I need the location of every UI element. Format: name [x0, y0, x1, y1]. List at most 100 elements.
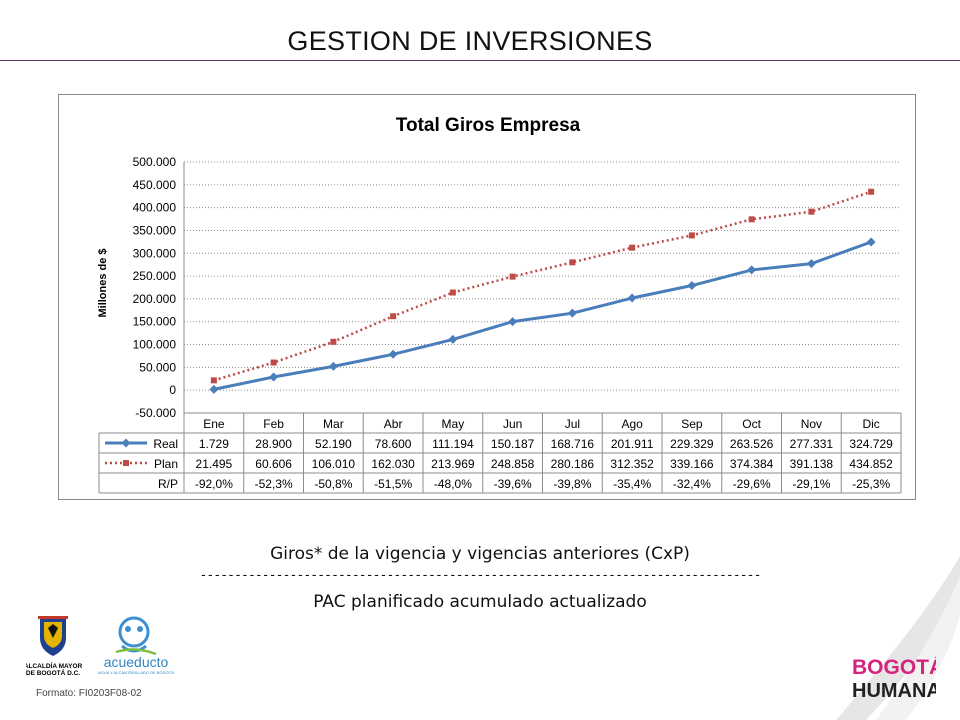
data-label-real: 324.729	[849, 437, 893, 451]
category-label: Jul	[565, 417, 580, 431]
y-tick-label: 0	[169, 383, 176, 397]
data-point-real	[567, 308, 577, 318]
category-label: Oct	[742, 417, 761, 431]
data-label-real: 1.729	[199, 437, 229, 451]
data-label-plan: 339.166	[670, 457, 714, 471]
alcaldia-text-line1: ALCALDÍA MAYOR	[26, 661, 82, 670]
data-label-plan: 60.606	[255, 457, 292, 471]
y-tick-label: 150.000	[133, 315, 177, 329]
format-code: Formato: FI0203F08-02	[36, 688, 142, 699]
ratio-value: -51,5%	[374, 477, 412, 491]
y-tick-label: 50.000	[139, 360, 176, 374]
legend-label-real: Real	[153, 437, 178, 451]
data-label-real: 229.329	[670, 437, 714, 451]
acueducto-logo: acueducto AGUA Y ALCANTARILLADO DE BOGOT…	[98, 616, 174, 675]
acueducto-text: acueducto	[104, 654, 169, 670]
y-tick-label: 350.000	[133, 223, 177, 237]
category-label: Dic	[862, 417, 879, 431]
data-point-real	[448, 334, 458, 344]
y-tick-label: 500.000	[133, 155, 177, 169]
caption-giros: Giros* de la vigencia y vigencias anteri…	[270, 544, 690, 564]
data-label-real: 201.911	[611, 437, 654, 451]
data-point-real	[328, 361, 338, 371]
data-label-real: 78.600	[375, 437, 412, 451]
ratio-value: -39,8%	[553, 477, 591, 491]
data-point-real	[806, 259, 816, 269]
category-label: Jun	[503, 417, 522, 431]
data-point-real	[388, 349, 398, 359]
data-label-real: 28.900	[255, 437, 292, 451]
data-label-plan: 106.010	[312, 457, 356, 471]
data-point-real	[747, 265, 757, 275]
data-point-plan	[688, 232, 695, 239]
y-tick-label: 400.000	[133, 201, 177, 215]
data-label-plan: 434.852	[849, 457, 893, 471]
data-label-real: 168.716	[551, 437, 595, 451]
data-point-real	[866, 237, 876, 247]
data-label-plan: 391.138	[790, 457, 834, 471]
acueducto-subtext: AGUA Y ALCANTARILLADO DE BOGOTÁ	[98, 670, 174, 675]
page-curl-decoration	[836, 556, 960, 720]
caption-divider: ----------------------------------------…	[199, 568, 761, 583]
data-label-real: 277.331	[790, 437, 834, 451]
data-point-plan	[569, 259, 576, 266]
data-point-real	[269, 372, 279, 382]
ratio-value: -39,6%	[494, 477, 532, 491]
data-point-real	[687, 281, 697, 291]
table-row-label: R/P	[158, 477, 178, 491]
y-tick-label: 200.000	[133, 292, 177, 306]
y-tick-label: -50.000	[135, 406, 176, 420]
title-divider	[0, 60, 960, 61]
y-tick-label: 250.000	[133, 269, 177, 283]
category-label: Nov	[801, 417, 822, 431]
ratio-value: -32,4%	[673, 477, 711, 491]
data-label-plan: 21.495	[196, 457, 233, 471]
series-line-plan	[213, 190, 872, 382]
data-label-real: 111.194	[432, 437, 474, 451]
data-label-plan: 213.969	[431, 457, 475, 471]
category-label: Ago	[621, 417, 643, 431]
y-axis-label: Millones de $	[97, 248, 109, 317]
alcaldia-text-line2: DE BOGOTÁ D.C.	[26, 668, 80, 677]
category-label: May	[442, 417, 465, 431]
caption-pac: PAC planificado acumulado actualizado	[313, 592, 647, 612]
data-point-plan	[270, 359, 277, 366]
data-label-plan: 374.384	[730, 457, 774, 471]
data-point-plan	[210, 377, 217, 384]
data-label-plan: 312.352	[610, 457, 654, 471]
data-point-plan	[629, 244, 636, 251]
data-point-plan	[330, 338, 337, 345]
series-line-real	[213, 240, 872, 391]
ratio-value: -48,0%	[434, 477, 472, 491]
data-point-plan	[390, 313, 397, 320]
data-label-real: 263.526	[730, 437, 774, 451]
category-label: Sep	[681, 417, 703, 431]
ratio-value: -35,4%	[613, 477, 651, 491]
data-point-plan	[868, 188, 875, 195]
chart-frame: Total Giros Empresa Millones de $ -50.00…	[58, 94, 916, 500]
ratio-value: -52,3%	[255, 477, 293, 491]
data-label-real: 150.187	[491, 437, 535, 451]
data-label-real: 52.190	[315, 437, 352, 451]
brand-line1: BOGOTÁ	[852, 656, 936, 679]
data-label-plan: 162.030	[371, 457, 415, 471]
data-point-real	[627, 293, 637, 303]
ratio-value: -29,1%	[792, 477, 830, 491]
legend-marker-real	[121, 438, 131, 448]
category-label: Mar	[323, 417, 344, 431]
data-point-plan	[808, 208, 815, 215]
ratio-value: -29,6%	[733, 477, 771, 491]
data-label-plan: 248.858	[491, 457, 535, 471]
institution-logos: ALCALDÍA MAYOR DE BOGOTÁ D.C. acueducto …	[24, 612, 206, 702]
data-point-plan	[748, 216, 755, 223]
ratio-value: -25,3%	[852, 477, 890, 491]
y-tick-label: 100.000	[133, 338, 177, 352]
category-label: Ene	[203, 417, 225, 431]
category-label: Feb	[263, 417, 284, 431]
data-point-real	[508, 317, 518, 327]
y-tick-label: 300.000	[133, 246, 177, 260]
line-chart: Total Giros Empresa Millones de $ -50.00…	[97, 115, 902, 494]
data-point-plan	[509, 273, 516, 280]
alcaldia-coat-of-arms-logo: ALCALDÍA MAYOR DE BOGOTÁ D.C.	[24, 616, 82, 677]
legend-marker-plan	[123, 460, 129, 466]
